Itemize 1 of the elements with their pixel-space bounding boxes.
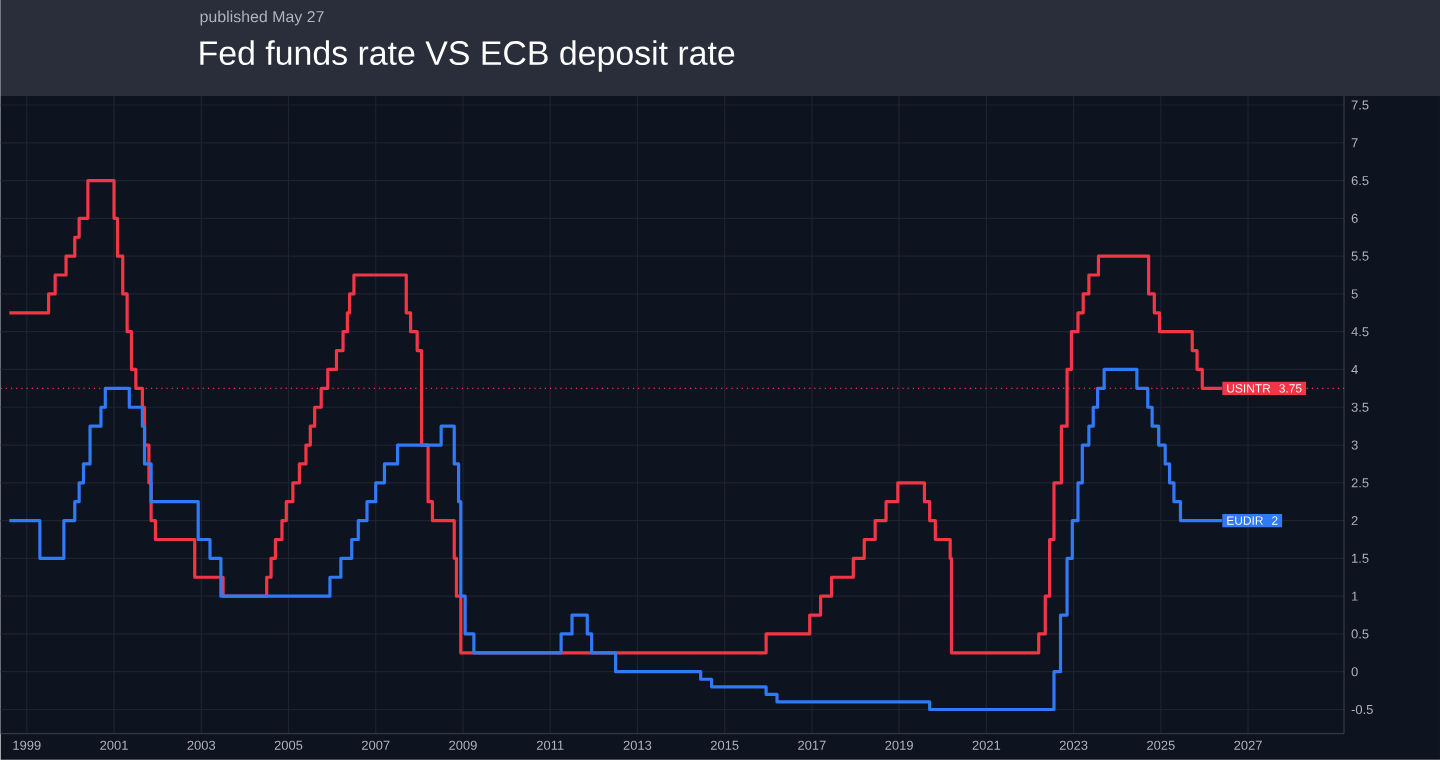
chart-title: Fed funds rate VS ECB deposit rate (200, 40, 735, 72)
